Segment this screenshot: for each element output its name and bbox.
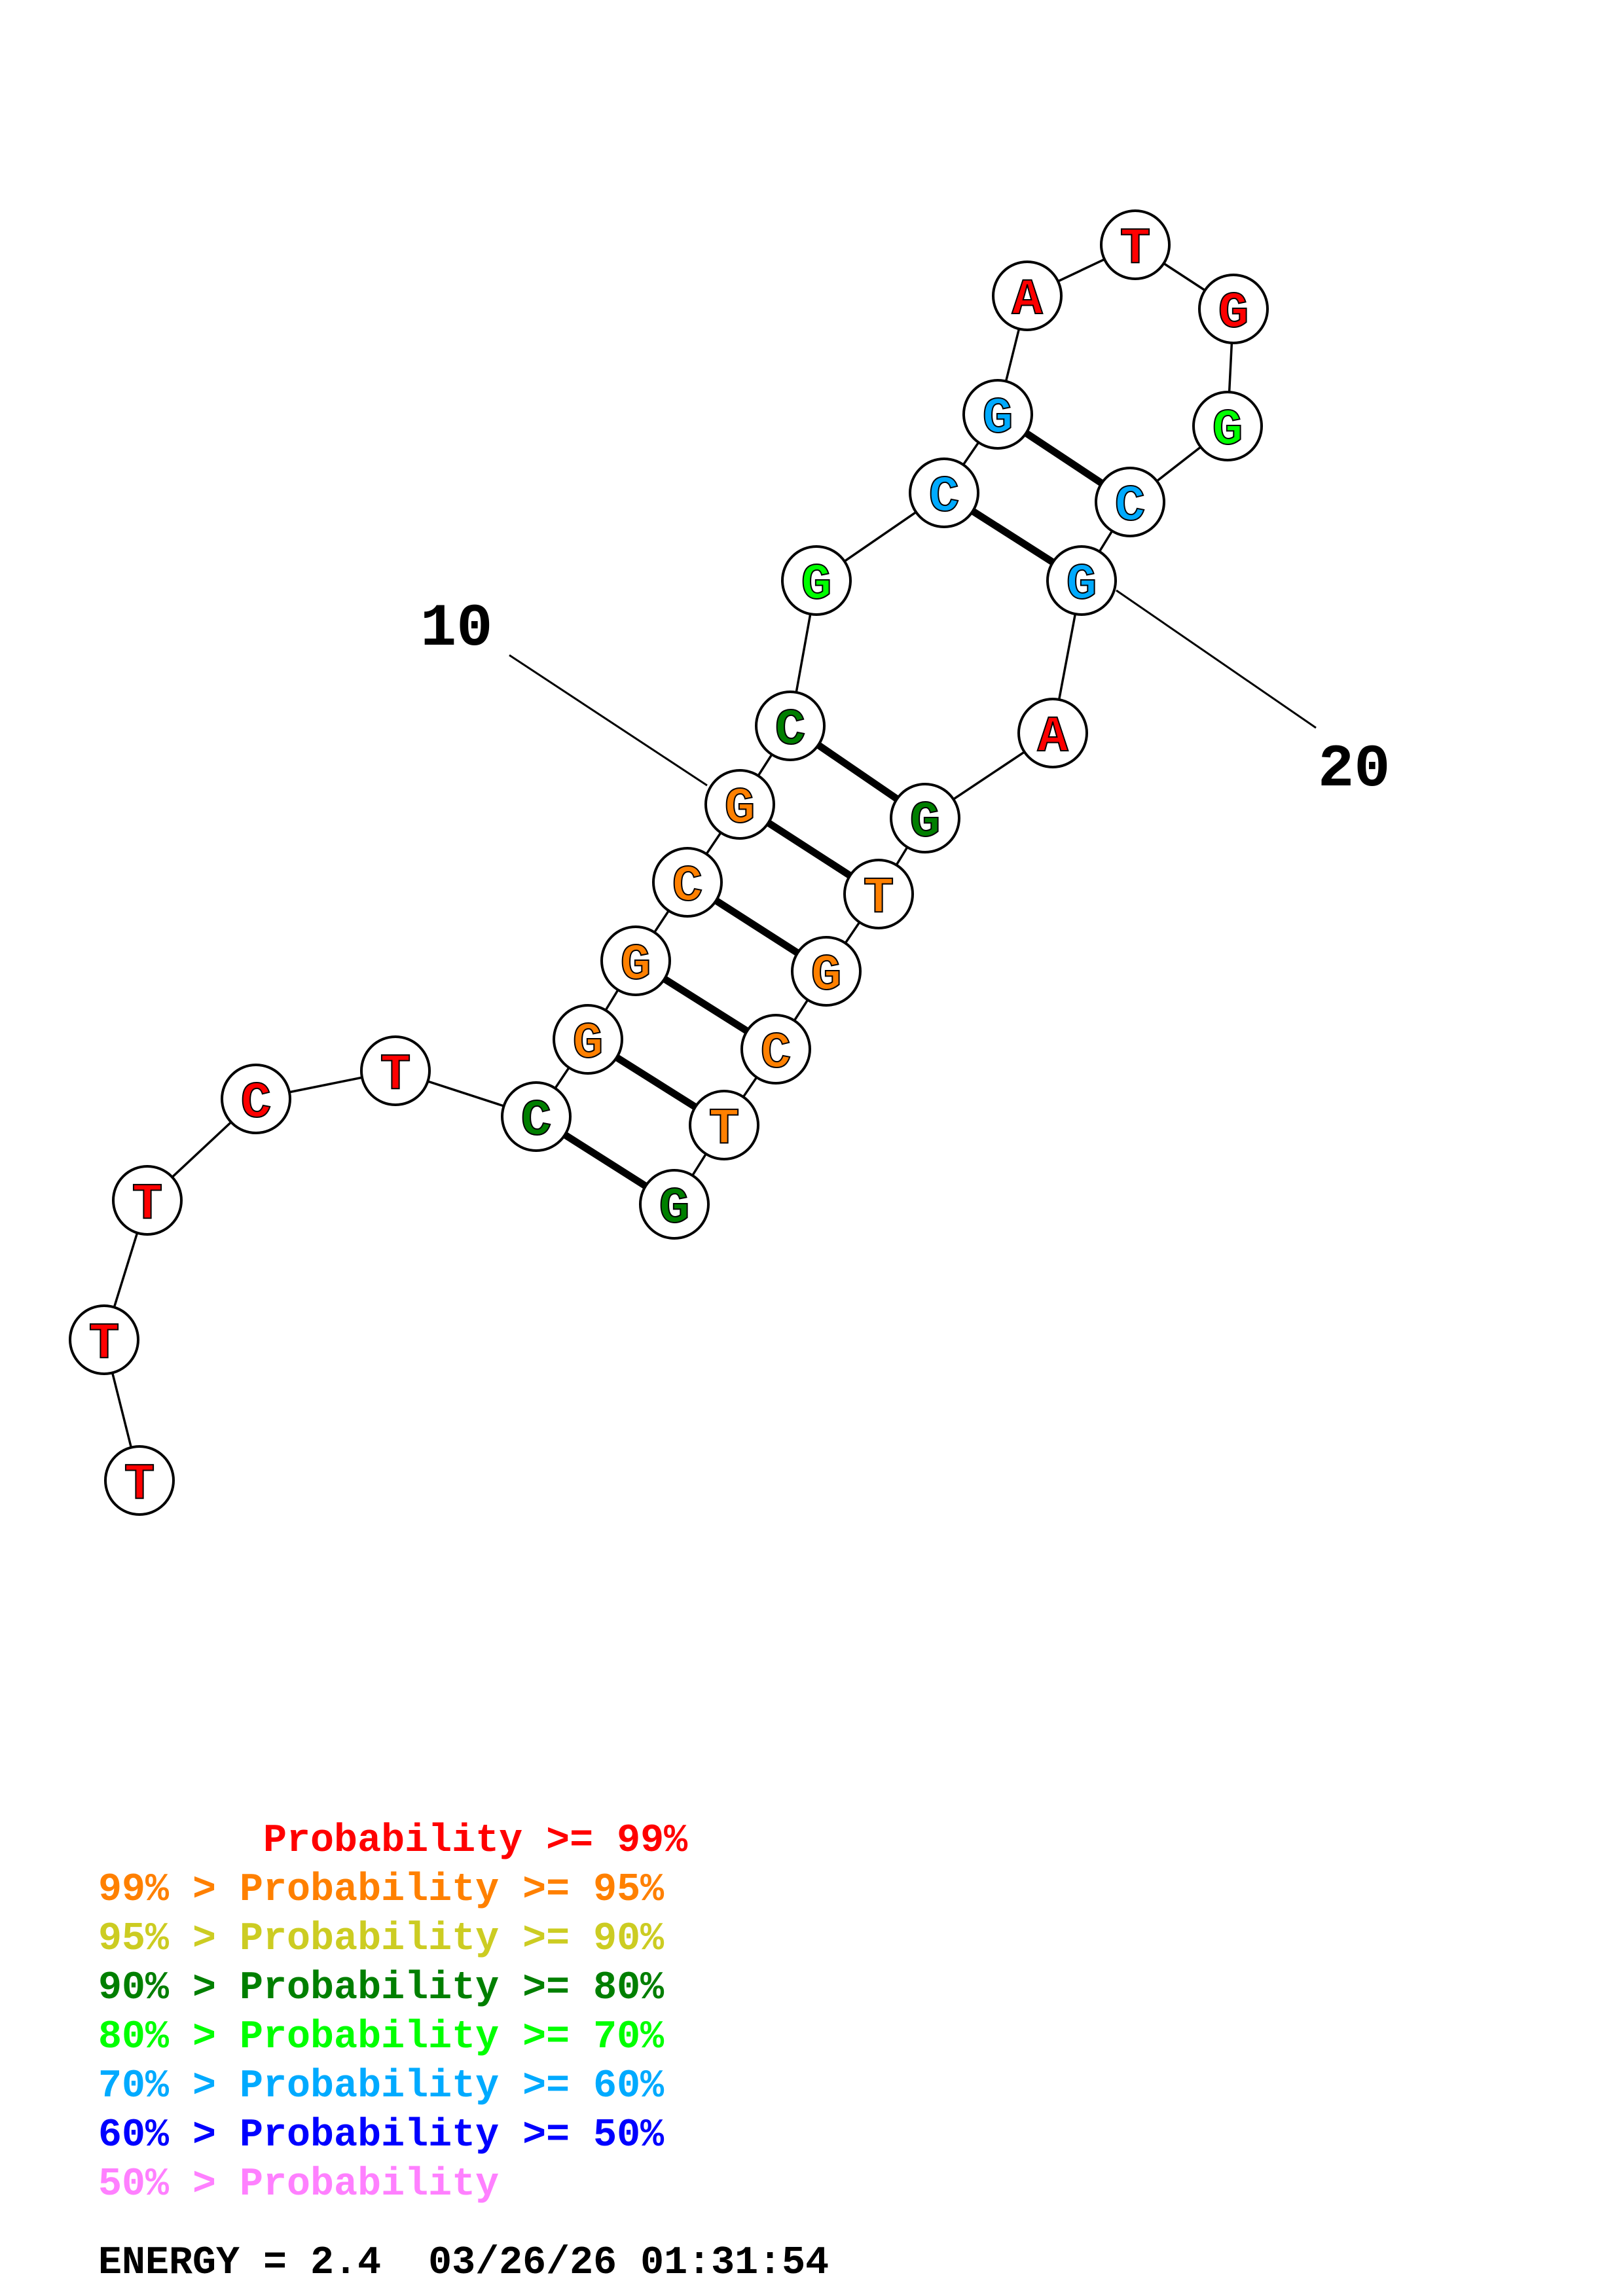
nucleotide-circle (104, 1445, 175, 1516)
nucleotide-circle (1100, 209, 1171, 280)
nucleotide-letter: G (1067, 556, 1097, 614)
energy-footer: ENERGY = 2.4 03/26/26 01:31:54 (98, 2241, 830, 2286)
position-labels: 10 20 (420, 594, 1390, 804)
legend-entry: 70% > Probability >= 60% (98, 2064, 665, 2109)
nucleotide-27: G (639, 1169, 710, 1240)
nucleotide-letter: G (801, 556, 832, 614)
nucleotide-16: T (1100, 209, 1171, 280)
position-label-20: 20 (1318, 735, 1390, 804)
nucleotide-letter: C (761, 1025, 792, 1083)
nucleotide-19: C (1095, 467, 1165, 537)
nucleotide-21: A (1017, 698, 1088, 768)
nucleotide-15: A (992, 260, 1063, 331)
nucleotide-letter: G (659, 1180, 690, 1238)
legend-entry: 90% > Probability >= 80% (98, 1966, 665, 2011)
nucleotide-circle (360, 1035, 431, 1106)
nucleotide-circle (992, 260, 1063, 331)
nucleotide-letter: G (1218, 285, 1249, 342)
nucleotide-circle (909, 457, 979, 528)
nucleotide-circle (689, 1090, 759, 1160)
nucleotide-26: T (689, 1090, 759, 1160)
nucleotide-12: G (781, 545, 852, 616)
nucleotide-circle (652, 847, 723, 918)
nucleotide-letter: C (1115, 478, 1146, 535)
nucleotide-letter: C (775, 702, 806, 759)
nucleotide-circle (1095, 467, 1165, 537)
nucleotide-11: C (755, 691, 826, 761)
nucleotide-circle (553, 1004, 623, 1075)
nucleotide-letter: T (864, 870, 894, 927)
nucleotide-14: G (962, 379, 1033, 450)
nucleotide-circle (1198, 274, 1269, 344)
nucleotide-25: C (740, 1014, 811, 1085)
nucleotide-letter: G (621, 937, 651, 994)
nucleotide-circle (1017, 698, 1088, 768)
nucleotide-letter: G (573, 1015, 604, 1073)
legend-entry: Probability >= 99% (98, 1819, 688, 1863)
nucleotide-circle (1192, 391, 1263, 461)
nucleotide-circle (221, 1064, 291, 1134)
nucleotide-6: C (501, 1081, 572, 1152)
nucleotide-7: G (553, 1004, 623, 1075)
nucleotide-1: T (104, 1445, 175, 1516)
nucleotide-17: G (1198, 274, 1269, 344)
nucleotide-letter: T (380, 1047, 411, 1104)
nucleotide-4: C (221, 1064, 291, 1134)
nucleotide-5: T (360, 1035, 431, 1106)
nucleotide-letter: T (124, 1456, 155, 1514)
nucleotide-circle (755, 691, 826, 761)
nucleotide-24: G (791, 936, 862, 1007)
nucleotide-letter: G (811, 947, 842, 1005)
nucleotide-letter: C (241, 1075, 272, 1132)
nucleotide-circle (704, 769, 775, 840)
nucleotide-circle (69, 1304, 139, 1375)
nucleotide-23: T (843, 859, 914, 929)
nucleotide-10: G (704, 769, 775, 840)
nucleotide-9: C (652, 847, 723, 918)
nucleotide-circle (639, 1169, 710, 1240)
nucleotide-letter: C (672, 858, 703, 916)
nucleotide-letter: T (709, 1101, 740, 1158)
nucleotide-circle (843, 859, 914, 929)
nucleotide-8: G (600, 925, 671, 996)
nucleotide-circle (600, 925, 671, 996)
nucleotide-letter: C (929, 469, 960, 526)
nucleotide-20: G (1046, 545, 1117, 616)
legend-entry: 99% > Probability >= 95% (98, 1868, 665, 1912)
legend-entry: 95% > Probability >= 90% (98, 1917, 665, 1962)
nucleotide-letter: G (725, 780, 756, 838)
position-label-lines (509, 589, 1317, 787)
nucleotide-circle (791, 936, 862, 1007)
legend-entry: 80% > Probability >= 70% (98, 2015, 665, 2060)
nucleotide-letter: G (983, 390, 1013, 448)
nucleotide-letter: G (1213, 402, 1243, 459)
legend-entry: 50% > Probability (98, 2162, 500, 2207)
nucleotide-18: G (1192, 391, 1263, 461)
nucleotide-3: T (112, 1165, 183, 1236)
nucleotide-letter: T (132, 1176, 163, 1234)
position-label-line-20 (1116, 589, 1317, 729)
nucleotide-13: C (909, 457, 979, 528)
nucleotide-letter: T (1120, 221, 1151, 278)
nucleotide-letter: A (1012, 272, 1043, 329)
nucleotide-circle (501, 1081, 572, 1152)
nucleotide-circle (112, 1165, 183, 1236)
nucleotide-letter: A (1038, 709, 1068, 766)
nucleotide-circle (781, 545, 852, 616)
nucleotide-2: T (69, 1304, 139, 1375)
nucleotide-letter: G (910, 794, 941, 852)
legend-entry: 60% > Probability >= 50% (98, 2113, 665, 2158)
base-pairs (534, 411, 1133, 1208)
nucleotide-letter: C (521, 1092, 552, 1150)
nucleotide-circle (890, 783, 960, 853)
nucleotide-letter: T (89, 1316, 120, 1373)
nucleotide-circle (740, 1014, 811, 1085)
nucleotide-circle (1046, 545, 1117, 616)
nucleotide-22: G (890, 783, 960, 853)
position-label-10: 10 (420, 594, 492, 663)
nucleotide-circle (962, 379, 1033, 450)
position-label-line-10 (509, 654, 708, 787)
